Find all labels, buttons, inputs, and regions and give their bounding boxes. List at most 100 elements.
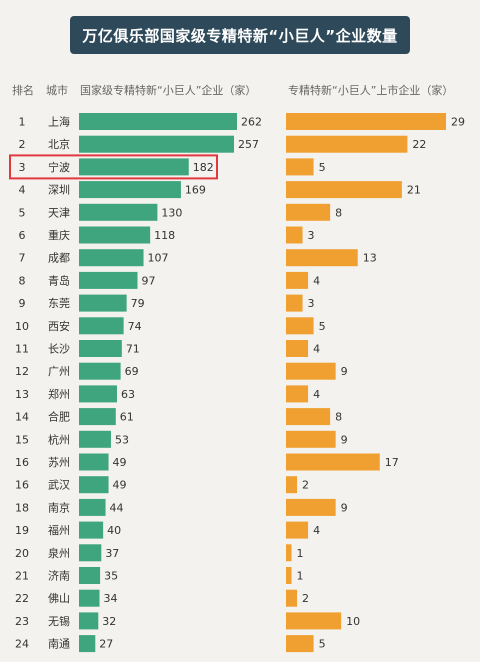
city-label: 南通 xyxy=(48,638,70,651)
total-bar xyxy=(79,635,96,653)
total-bar xyxy=(79,612,99,630)
listed-bar xyxy=(286,203,331,221)
listed-bar xyxy=(286,521,309,539)
listed-value-label: 2 xyxy=(302,592,309,605)
listed-value-label: 13 xyxy=(363,252,377,265)
listed-bar xyxy=(286,340,309,357)
total-value-label: 79 xyxy=(131,297,145,310)
chart-title-box: 万亿俱乐部国家级专精特新“小巨人”企业数量 xyxy=(70,16,410,54)
listed-value-label: 2 xyxy=(302,479,309,492)
total-bar xyxy=(79,521,104,539)
total-bar xyxy=(79,567,101,584)
listed-value-label: 3 xyxy=(308,297,315,310)
total-value-label: 182 xyxy=(193,161,214,174)
listed-bar xyxy=(286,362,336,380)
city-label: 东莞 xyxy=(48,297,70,310)
total-value-label: 69 xyxy=(125,365,139,378)
header-total: 国家级专精特新“小巨人”企业（家） xyxy=(80,84,257,97)
total-value-label: 97 xyxy=(141,274,155,287)
rank-label: 20 xyxy=(15,547,29,560)
total-value-label: 63 xyxy=(121,388,135,401)
listed-value-label: 10 xyxy=(346,615,360,628)
rank-label: 4 xyxy=(19,184,26,197)
listed-value-label: 5 xyxy=(319,161,326,174)
listed-value-label: 4 xyxy=(313,524,320,537)
total-value-label: 34 xyxy=(104,592,118,605)
listed-value-label: 5 xyxy=(319,638,326,651)
total-bar xyxy=(79,113,237,130)
listed-value-label: 17 xyxy=(385,456,399,469)
rank-label: 9 xyxy=(19,297,26,310)
listed-bar xyxy=(286,226,303,244)
listed-bar xyxy=(286,498,336,516)
city-label: 泉州 xyxy=(48,546,70,560)
total-bar xyxy=(79,589,100,607)
listed-bar xyxy=(286,567,292,584)
city-label: 郑州 xyxy=(48,387,70,401)
total-bar xyxy=(79,203,158,221)
city-label: 南京 xyxy=(48,500,70,514)
total-value-label: 49 xyxy=(113,456,127,469)
total-value-label: 130 xyxy=(161,206,182,219)
rank-label: 5 xyxy=(19,206,26,219)
city-label: 宁波 xyxy=(48,160,70,174)
city-label: 广州 xyxy=(48,365,70,378)
rank-label: 6 xyxy=(19,229,26,242)
header-listed: 专精特新“小巨人”上市企业（家） xyxy=(288,84,454,97)
total-bar xyxy=(79,544,102,562)
rank-label: 7 xyxy=(19,252,26,265)
rank-label: 16 xyxy=(15,456,29,469)
rank-label: 16 xyxy=(15,479,29,492)
total-bar xyxy=(79,249,144,267)
listed-bar xyxy=(286,317,314,335)
listed-bar xyxy=(286,181,402,199)
total-value-label: 53 xyxy=(115,433,129,446)
total-value-label: 37 xyxy=(105,547,119,560)
city-label: 苏州 xyxy=(48,456,70,469)
listed-value-label: 21 xyxy=(407,184,421,197)
rank-label: 2 xyxy=(19,138,26,151)
total-bar xyxy=(79,226,151,244)
total-value-label: 27 xyxy=(99,638,113,651)
total-bar xyxy=(79,498,106,516)
listed-bar xyxy=(286,430,336,448)
listed-bar xyxy=(286,249,358,267)
total-bar xyxy=(79,362,121,380)
listed-value-label: 4 xyxy=(313,343,320,356)
city-label: 青岛 xyxy=(48,273,70,287)
listed-value-label: 8 xyxy=(335,206,342,219)
rank-label: 14 xyxy=(15,411,29,424)
listed-value-label: 9 xyxy=(341,365,348,378)
listed-bar xyxy=(286,294,303,312)
rank-label: 1 xyxy=(19,116,26,129)
rank-label: 21 xyxy=(15,570,29,583)
total-bar xyxy=(79,385,117,403)
city-label: 重庆 xyxy=(48,228,70,242)
listed-value-label: 8 xyxy=(335,411,342,424)
total-bar xyxy=(79,408,116,426)
chart-title: 万亿俱乐部国家级专精特新“小巨人”企业数量 xyxy=(82,26,398,45)
total-bar xyxy=(79,181,181,199)
city-label: 天津 xyxy=(48,206,70,219)
listed-bar xyxy=(286,271,309,289)
total-value-label: 257 xyxy=(238,138,259,151)
listed-value-label: 5 xyxy=(319,320,326,333)
city-label: 上海 xyxy=(48,115,70,129)
listed-bar xyxy=(286,612,342,630)
total-value-label: 44 xyxy=(110,501,124,514)
total-bar xyxy=(79,158,189,176)
listed-bar xyxy=(286,476,298,494)
total-bar xyxy=(79,340,122,357)
total-value-label: 107 xyxy=(148,252,169,265)
listed-bar xyxy=(286,589,298,607)
listed-bar xyxy=(286,385,309,403)
listed-bar xyxy=(286,135,408,153)
listed-bar xyxy=(286,158,314,176)
city-label: 北京 xyxy=(48,137,70,151)
listed-bar xyxy=(286,453,380,471)
total-value-label: 35 xyxy=(104,570,118,583)
total-value-label: 71 xyxy=(126,343,140,356)
rank-label: 18 xyxy=(15,501,29,514)
total-bar xyxy=(79,294,127,312)
